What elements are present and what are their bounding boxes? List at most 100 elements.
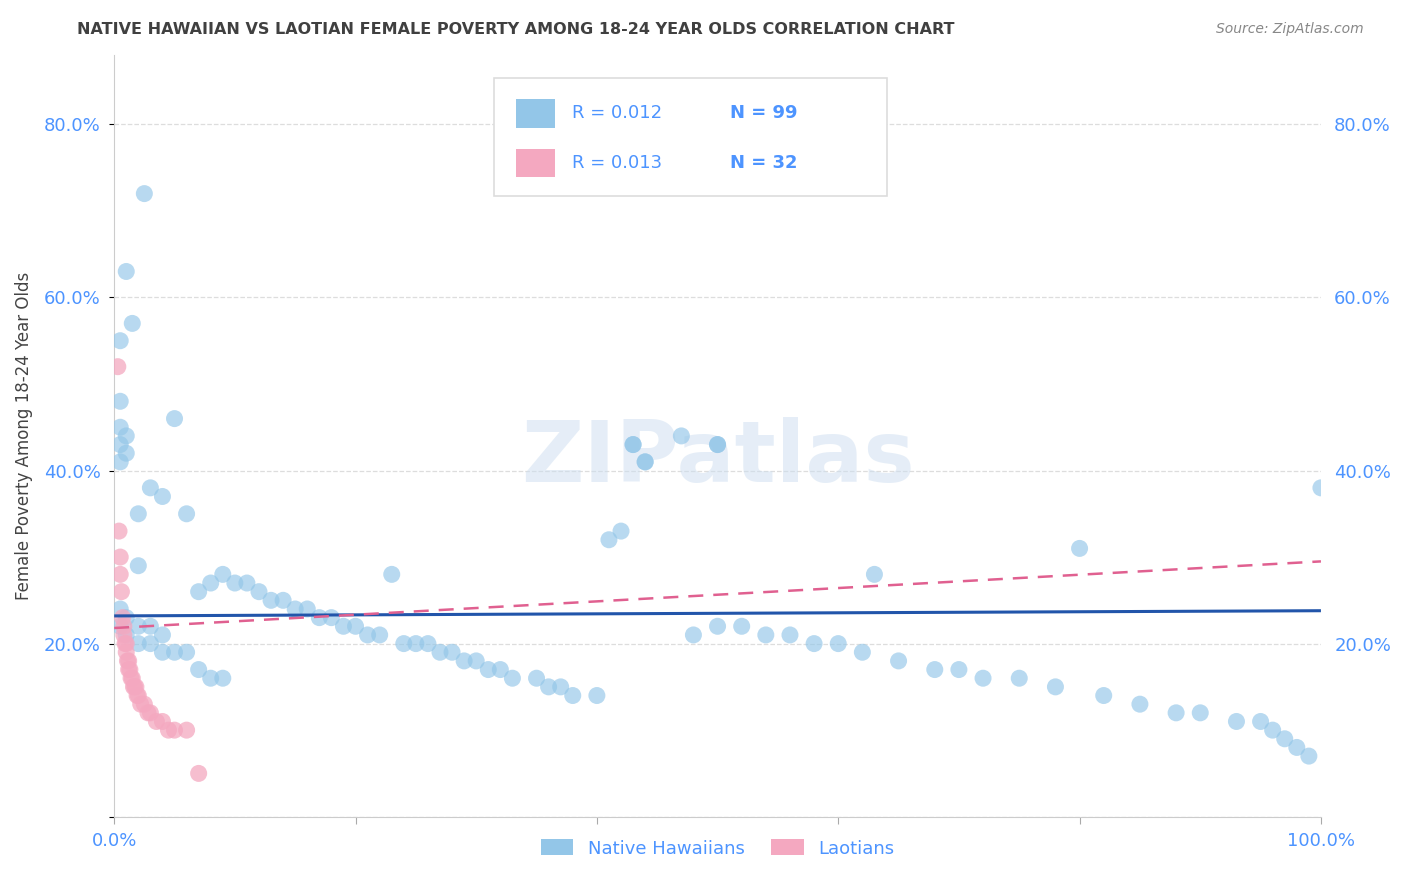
Point — [405, 637, 427, 651]
Point — [634, 455, 657, 469]
Point — [110, 334, 132, 348]
Point — [127, 689, 149, 703]
Point — [586, 689, 609, 703]
Point — [682, 628, 704, 642]
Point — [416, 637, 439, 651]
Point — [297, 602, 319, 616]
Point — [118, 663, 141, 677]
Point — [706, 437, 728, 451]
Point — [107, 359, 129, 374]
Point — [1225, 714, 1247, 729]
Point — [671, 429, 693, 443]
Point — [110, 455, 132, 469]
Point — [344, 619, 367, 633]
Point — [110, 550, 132, 565]
Point — [176, 507, 198, 521]
Point — [224, 576, 246, 591]
Point — [211, 567, 233, 582]
Point — [621, 437, 644, 451]
Point — [127, 558, 149, 573]
Point — [561, 689, 583, 703]
Point — [489, 663, 512, 677]
Point — [157, 723, 180, 738]
Point — [127, 507, 149, 521]
Y-axis label: Female Poverty Among 18-24 Year Olds: Female Poverty Among 18-24 Year Olds — [15, 272, 32, 600]
Point — [124, 680, 146, 694]
Point — [110, 437, 132, 451]
Point — [803, 637, 825, 651]
Point — [110, 394, 132, 409]
Point — [136, 706, 159, 720]
Point — [115, 429, 138, 443]
Point — [851, 645, 873, 659]
Point — [1274, 731, 1296, 746]
Point — [110, 420, 132, 434]
Point — [211, 671, 233, 685]
Point — [176, 723, 198, 738]
Point — [948, 663, 970, 677]
Point — [247, 584, 270, 599]
Point — [1261, 723, 1284, 738]
Point — [163, 645, 186, 659]
Point — [139, 706, 162, 720]
Point — [1189, 706, 1212, 720]
Point — [115, 610, 138, 624]
Point — [598, 533, 620, 547]
Point — [110, 584, 132, 599]
Point — [308, 610, 330, 624]
Point — [1008, 671, 1031, 685]
Point — [112, 628, 135, 642]
Point — [121, 317, 143, 331]
Point — [381, 567, 404, 582]
Point — [477, 663, 499, 677]
Point — [863, 567, 886, 582]
Text: Source: ZipAtlas.com: Source: ZipAtlas.com — [1216, 22, 1364, 37]
Point — [236, 576, 259, 591]
Point — [111, 610, 134, 624]
Point — [134, 186, 156, 201]
Point — [271, 593, 294, 607]
Point — [200, 671, 222, 685]
Point — [115, 628, 138, 642]
Point — [118, 663, 141, 677]
Point — [139, 619, 162, 633]
Point — [706, 437, 728, 451]
Bar — [516, 99, 554, 128]
Point — [621, 437, 644, 451]
Point — [356, 628, 378, 642]
Point — [634, 455, 657, 469]
Point — [332, 619, 354, 633]
Point — [108, 524, 131, 538]
Point — [115, 637, 138, 651]
Point — [827, 637, 849, 651]
Point — [152, 490, 174, 504]
Point — [139, 637, 162, 651]
Point — [1250, 714, 1272, 729]
Point — [115, 446, 138, 460]
Point — [610, 524, 633, 538]
Point — [187, 663, 209, 677]
Text: R = 0.012: R = 0.012 — [571, 104, 662, 122]
Point — [122, 680, 145, 694]
Point — [501, 671, 523, 685]
Point — [134, 697, 156, 711]
Point — [114, 637, 136, 651]
Point — [127, 619, 149, 633]
Bar — [516, 148, 554, 178]
Point — [120, 671, 142, 685]
Point — [392, 637, 415, 651]
Point — [176, 645, 198, 659]
Text: N = 32: N = 32 — [730, 154, 797, 172]
Point — [1129, 697, 1152, 711]
Point — [118, 654, 141, 668]
Point — [139, 481, 162, 495]
Point — [321, 610, 343, 624]
Point — [1092, 689, 1115, 703]
Point — [453, 654, 475, 668]
Point — [706, 619, 728, 633]
Point — [1069, 541, 1091, 556]
Point — [1298, 749, 1320, 764]
Point — [368, 628, 391, 642]
Point — [125, 680, 148, 694]
Point — [1285, 740, 1308, 755]
